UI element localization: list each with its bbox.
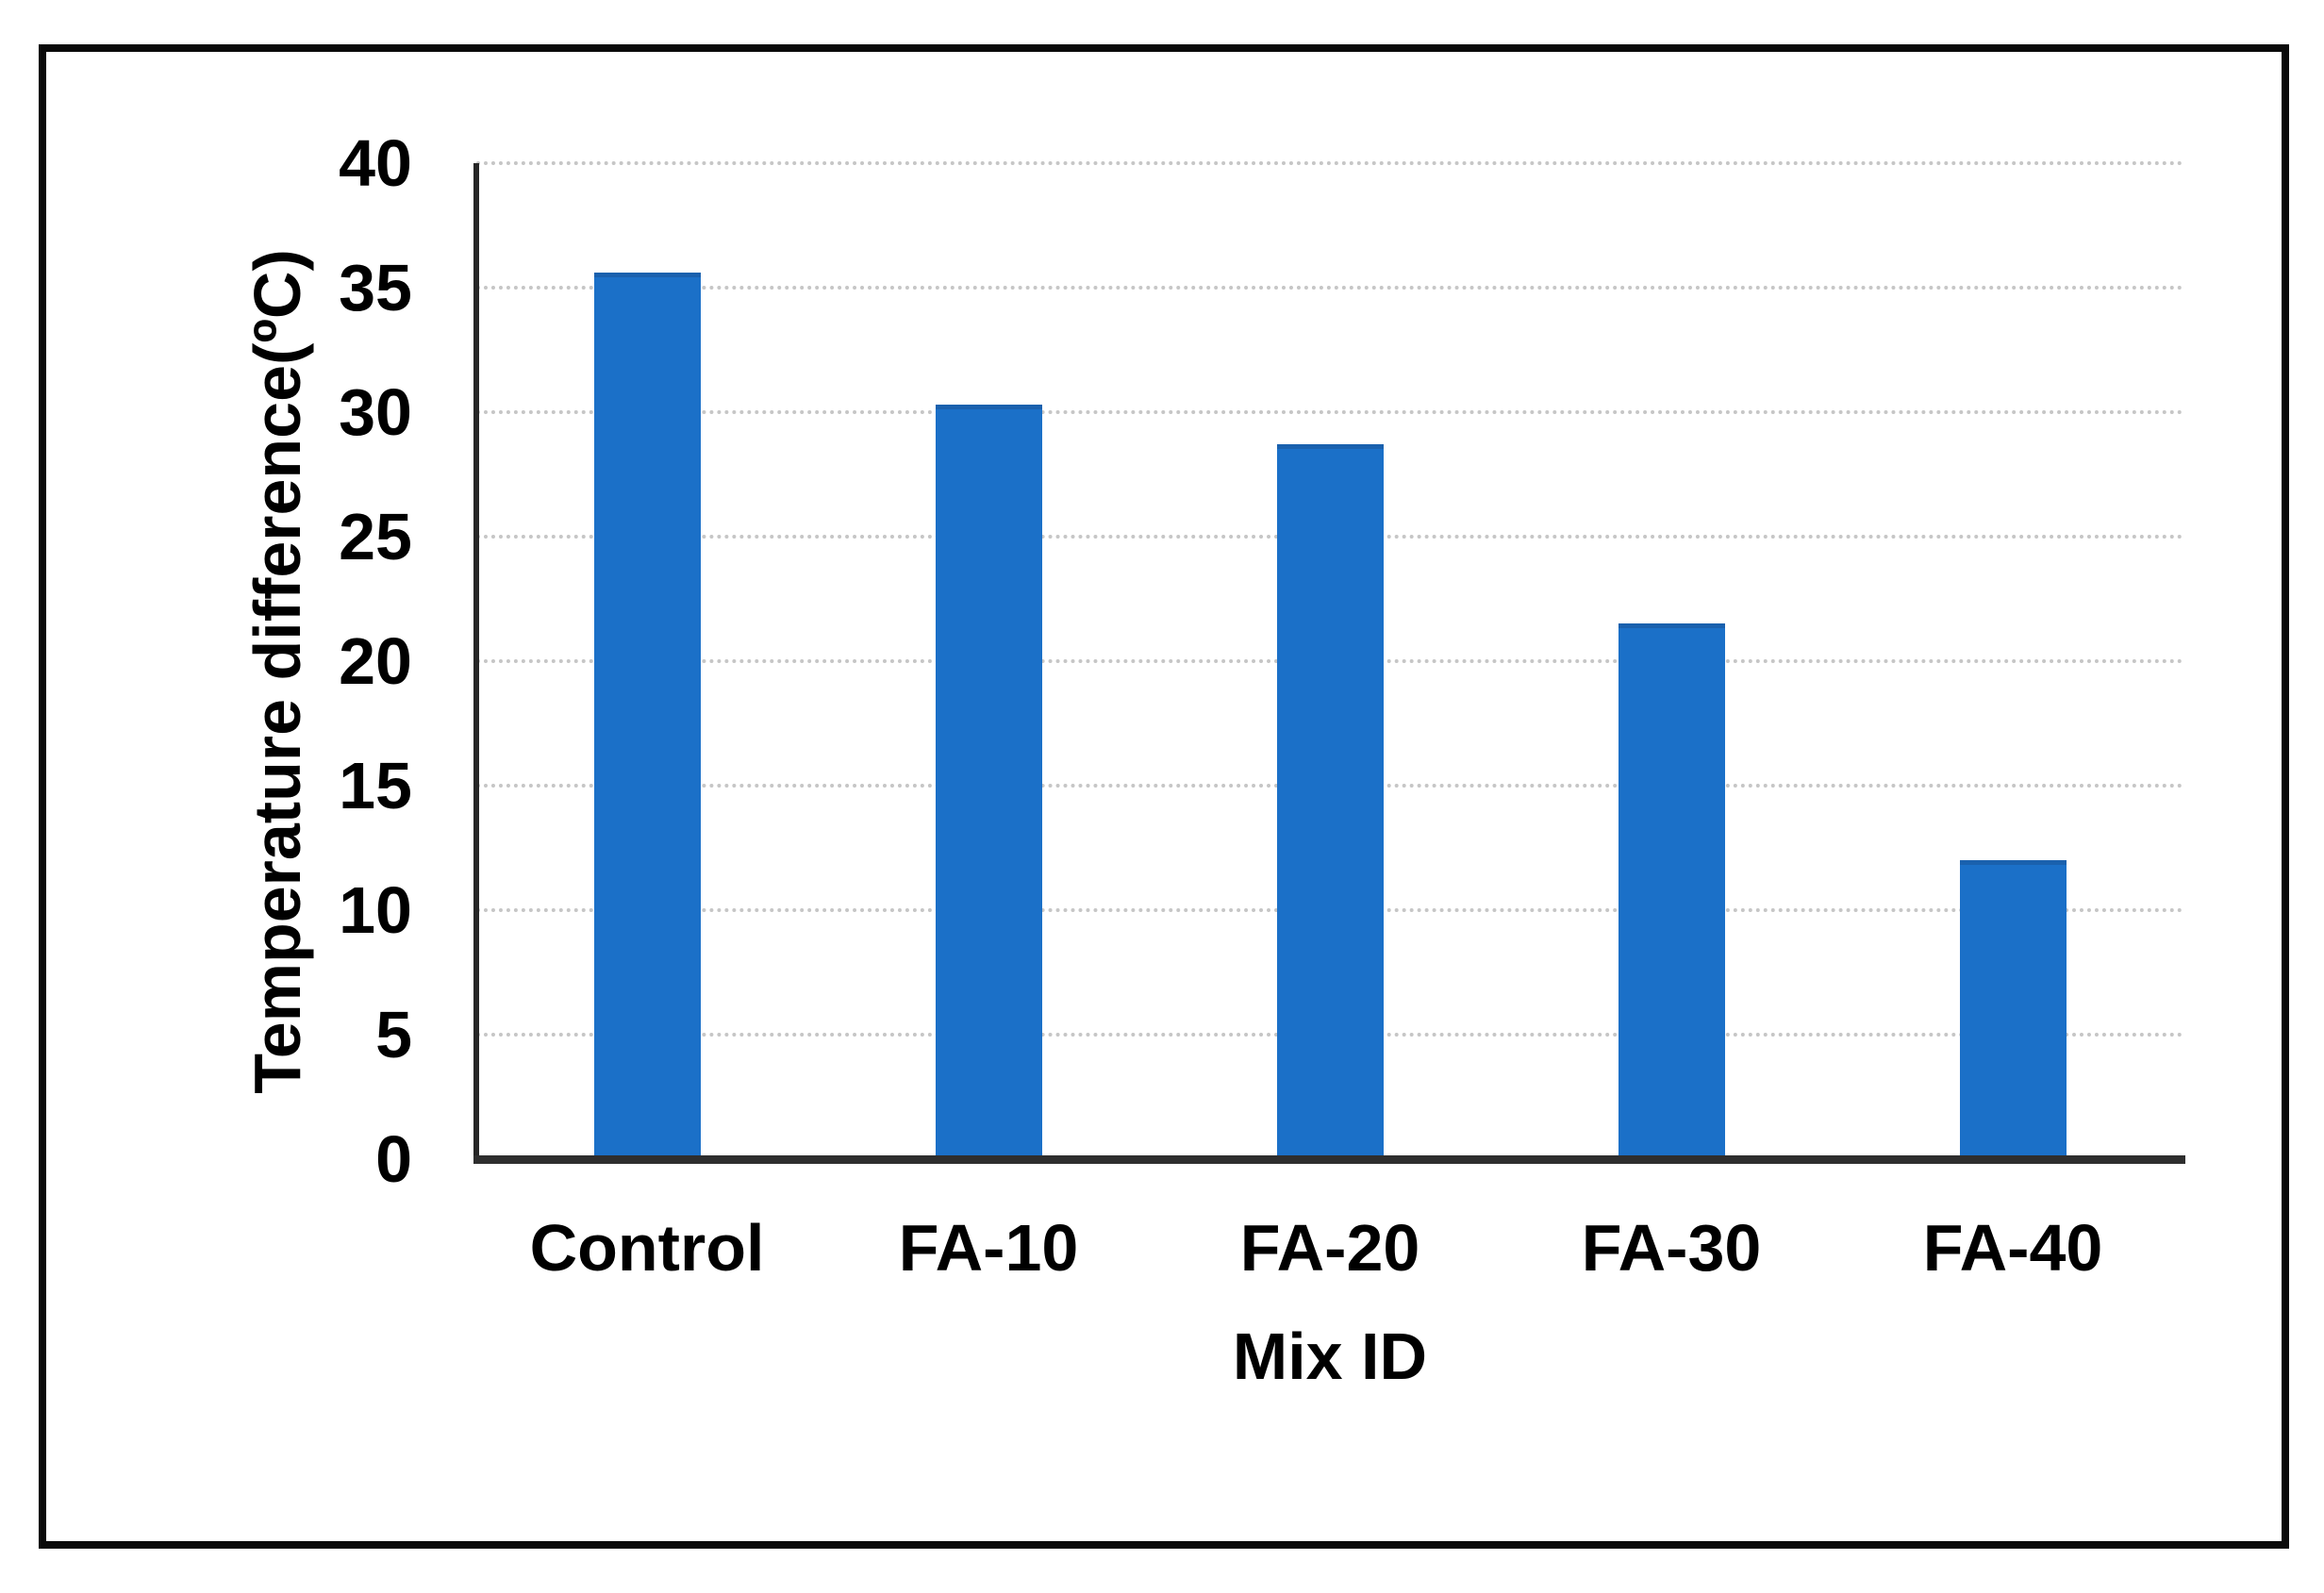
plot-area bbox=[476, 161, 2183, 1159]
x-axis-line bbox=[473, 1155, 2185, 1164]
bar-fa-10 bbox=[935, 405, 1042, 1159]
y-axis-line bbox=[473, 163, 479, 1161]
bar-fa-30 bbox=[1618, 623, 1725, 1159]
gridline-y-30 bbox=[476, 410, 2183, 414]
gridline-y-40 bbox=[476, 161, 2183, 165]
x-category-label-fa-20: FA-20 bbox=[1239, 1211, 1420, 1285]
x-category-label-fa-40: FA-40 bbox=[1922, 1211, 2103, 1285]
bar-fa-40 bbox=[1959, 860, 2067, 1159]
y-tick-label-25: 25 bbox=[339, 500, 412, 573]
y-tick-label-5: 5 bbox=[375, 998, 412, 1071]
y-tick-label-20: 20 bbox=[339, 624, 412, 698]
x-category-label-fa-30: FA-30 bbox=[1581, 1211, 1762, 1285]
figure-border bbox=[39, 44, 2289, 1549]
y-tick-label-35: 35 bbox=[339, 251, 412, 324]
bar-fa-20 bbox=[1276, 444, 1384, 1159]
y-tick-label-30: 30 bbox=[339, 375, 412, 449]
x-category-label-control: Control bbox=[529, 1211, 765, 1285]
y-tick-label-10: 10 bbox=[339, 873, 412, 947]
bar-control bbox=[593, 273, 701, 1159]
y-tick-label-40: 40 bbox=[339, 126, 412, 200]
gridline-y-35 bbox=[476, 286, 2183, 290]
x-category-label-fa-10: FA-10 bbox=[898, 1211, 1079, 1285]
x-axis-title: Mix ID bbox=[1232, 1319, 1428, 1393]
y-tick-label-0: 0 bbox=[375, 1122, 412, 1196]
y-tick-label-15: 15 bbox=[339, 749, 412, 822]
